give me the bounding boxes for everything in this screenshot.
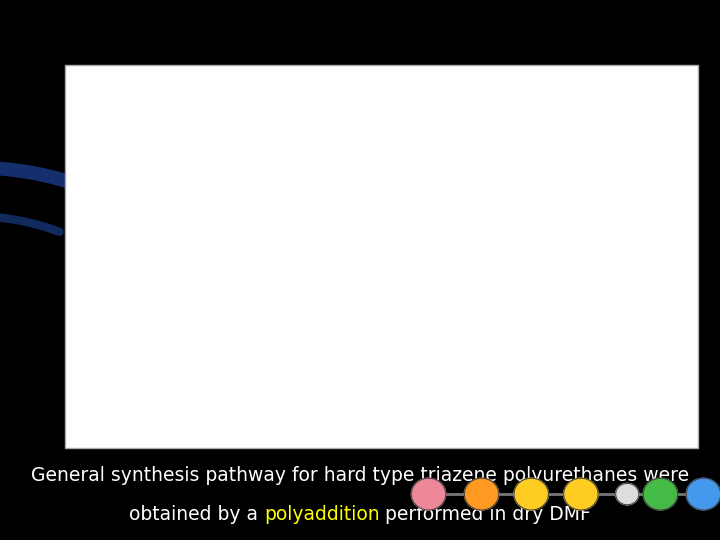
Text: Triazene diol: Triazene diol	[121, 222, 250, 241]
Text: obtained by a: obtained by a	[129, 505, 264, 524]
Text: R: R	[298, 192, 313, 210]
Text: TDI: TDI	[521, 208, 559, 228]
Circle shape	[686, 478, 720, 510]
Text: $-$N$-$CH$_2$-CH$_2$-OH: $-$N$-$CH$_2$-CH$_2$-OH	[284, 123, 459, 144]
Text: NH$-$CO$|_n$: NH$-$CO$|_n$	[532, 367, 611, 387]
Text: NCO: NCO	[616, 118, 656, 132]
Text: General synthesis pathway for hard type triazene polyurethanes were: General synthesis pathway for hard type …	[31, 466, 689, 485]
Text: HO-H$_2$C-H$_2$C: HO-H$_2$C-H$_2$C	[90, 123, 219, 144]
Text: N: N	[313, 360, 330, 378]
Circle shape	[464, 478, 499, 510]
Text: N: N	[313, 340, 330, 357]
Text: NCO: NCO	[613, 159, 653, 173]
Text: N: N	[297, 170, 314, 188]
Text: CH$_3$: CH$_3$	[525, 90, 559, 107]
Text: N: N	[297, 148, 314, 166]
Circle shape	[514, 478, 549, 510]
Circle shape	[643, 478, 678, 510]
Circle shape	[411, 478, 446, 510]
Text: performed in dry DMF: performed in dry DMF	[379, 505, 591, 524]
Text: +: +	[403, 122, 423, 146]
Circle shape	[616, 483, 639, 505]
Text: CH$_3$: CH$_3$	[561, 282, 595, 300]
Text: R: R	[314, 381, 329, 399]
Circle shape	[564, 478, 598, 510]
Text: $\dagger$O$-$CH$_2$$-$CH$_2$$-$N$-$CH$_2$$-$CH$_2$$-$OCO$-$NH: $\dagger$O$-$CH$_2$$-$CH$_2$$-$N$-$CH$_2…	[74, 315, 462, 336]
Text: polyaddition: polyaddition	[264, 505, 379, 524]
